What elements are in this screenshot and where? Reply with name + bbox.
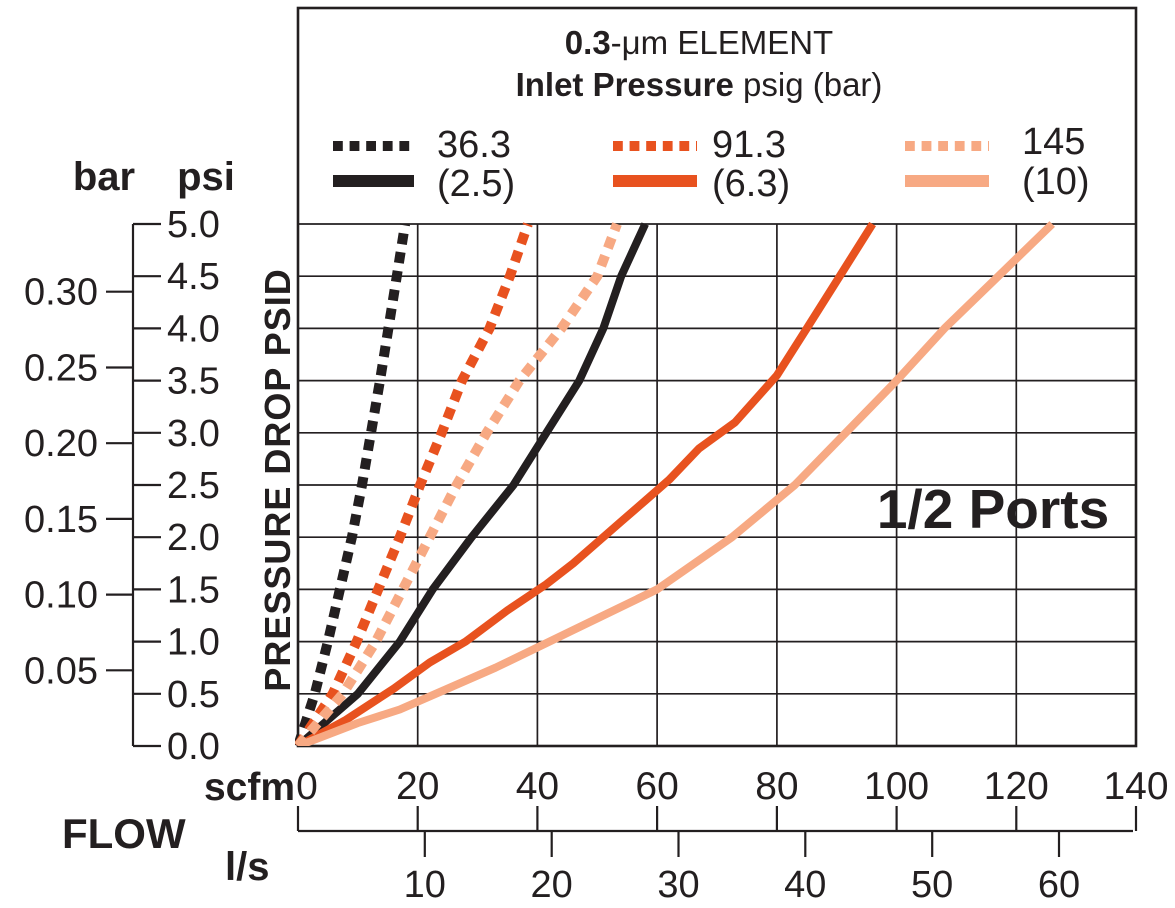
x-axis-unit-ls: l/s <box>225 845 270 889</box>
psi-tick-label: 0.0 <box>167 726 220 768</box>
curve-36-3-psig-solid <box>295 222 649 746</box>
legend-label-dotted-36-3: 36.3 <box>437 124 511 166</box>
scfm-tick-label: 100 <box>864 765 929 808</box>
scfm-tick-label: 20 <box>396 765 439 808</box>
legend-label-dotted-91-3: 91.3 <box>712 124 786 166</box>
bar-tick-label: 0.25 <box>24 348 98 390</box>
bar-tick-label: 0.05 <box>24 650 98 692</box>
bar-tick-label: 0.30 <box>24 272 98 314</box>
legend-label-solid-6-3: (6.3) <box>712 163 791 205</box>
ls-tick-label: 30 <box>657 864 699 906</box>
ports-annotation: 1/2 Ports <box>876 478 1110 540</box>
psi-tick-label: 0.5 <box>167 674 220 716</box>
chart-border <box>296 6 1138 748</box>
curve-36-3-psig-dotted <box>295 223 411 746</box>
psi-tick-label: 4.0 <box>167 308 220 350</box>
scfm-tick-label: 120 <box>984 765 1049 808</box>
legend-label-solid-2-5: (2.5) <box>437 163 516 205</box>
chart-title-element-size: 0.3 <box>564 24 611 61</box>
y-axis-title: PRESSURE DROP PSID <box>257 268 299 692</box>
chart-title-inlet-pressure: Inlet Pressure <box>515 66 734 103</box>
legend-label-dotted-145: 145 <box>1022 121 1086 163</box>
psi-tick-label: 2.0 <box>167 517 220 559</box>
curve-91-3-psig-solid <box>296 221 876 746</box>
ls-tick-label: 50 <box>911 864 953 906</box>
curve-145-psig-dotted <box>295 222 622 746</box>
psi-tick-label: 1.0 <box>167 622 220 664</box>
psi-tick-label: 4.5 <box>167 256 220 298</box>
psi-tick-label: 2.5 <box>167 465 220 507</box>
chart-title-line2-rest: psig (bar) <box>733 66 883 103</box>
scfm-tick-label: 140 <box>1103 765 1168 808</box>
scfm-tick-label: 80 <box>755 765 798 808</box>
bar-tick-label: 0.20 <box>24 423 98 465</box>
chart-title-line1-rest: -μm ELEMENT <box>610 24 834 61</box>
psi-tick-label: 3.0 <box>167 413 220 455</box>
psi-tick-label: 5.0 <box>167 204 220 246</box>
ls-tick-label: 60 <box>1038 864 1080 906</box>
curve-145-psig-solid <box>296 221 1055 746</box>
y-axis-unit-bar: bar <box>72 155 136 199</box>
ls-tick-label: 40 <box>784 864 826 906</box>
chart-title-line2: Inlet Pressure psig (bar) <box>280 66 1118 103</box>
ls-tick-label: 10 <box>404 864 446 906</box>
legend-label-solid-10: (10) <box>1022 161 1090 203</box>
x-axis-unit-scfm: scfm <box>203 766 295 809</box>
scfm-tick-label: 60 <box>635 765 678 808</box>
curves-group <box>295 221 1055 746</box>
psi-tick-label: 3.5 <box>167 361 220 403</box>
scfm-tick-label: 40 <box>516 765 559 808</box>
psi-tick-label: 1.5 <box>167 569 220 611</box>
chart-title-line1: 0.3-μm ELEMENT <box>280 24 1118 61</box>
curve-91-3-psig-dotted <box>295 222 533 746</box>
ls-tick-label: 20 <box>531 864 573 906</box>
bar-tick-label: 0.10 <box>24 575 98 617</box>
bar-tick-label: 0.15 <box>24 499 98 541</box>
scfm-tick-label: 0 <box>296 765 318 808</box>
x-axis-title-flow: FLOW <box>62 810 186 857</box>
y-axis-unit-psi: psi <box>177 155 235 199</box>
